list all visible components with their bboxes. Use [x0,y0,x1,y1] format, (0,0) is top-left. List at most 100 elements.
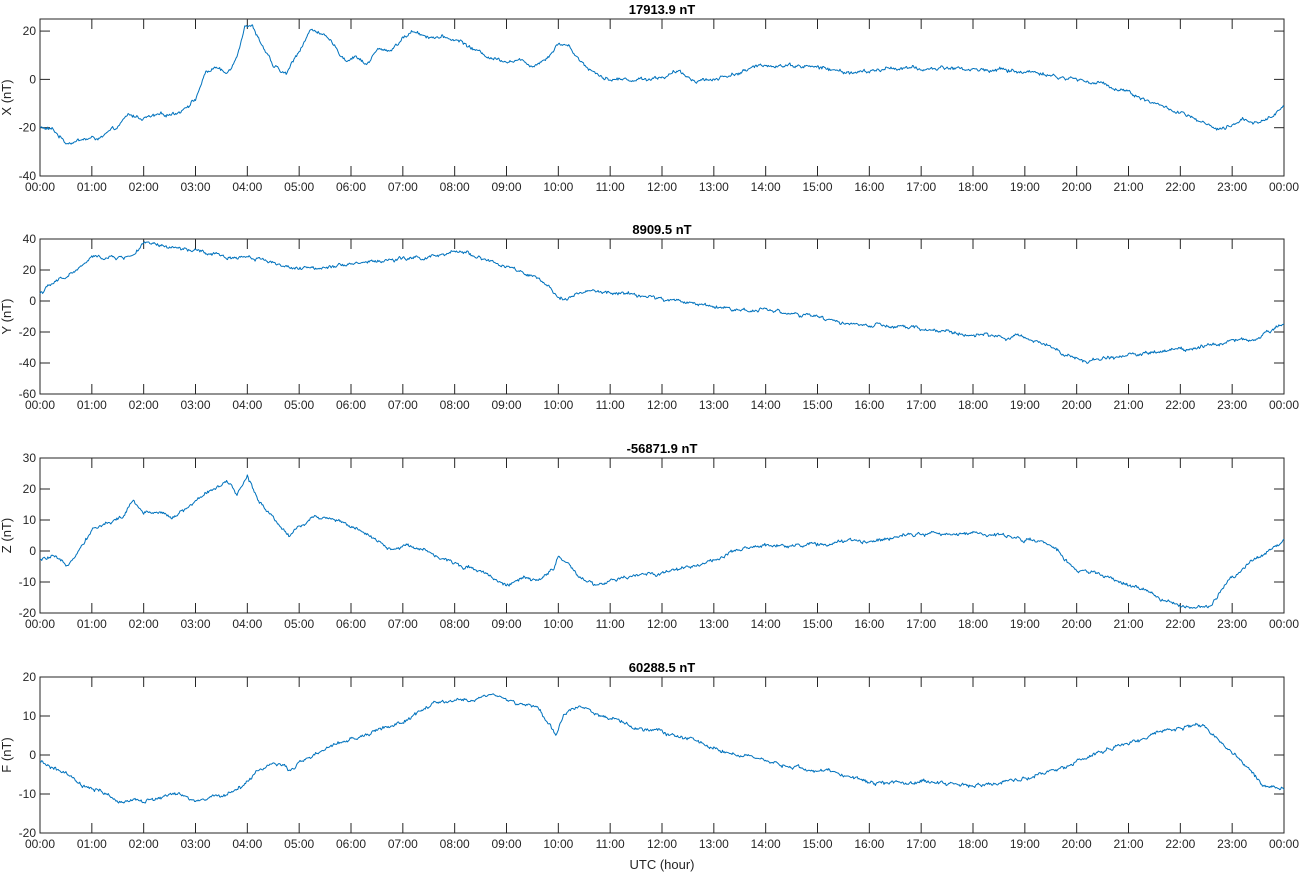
panel-4-xtick-label: 20:00 [1062,837,1092,851]
panel-1-xtick-label: 15:00 [802,180,832,194]
panel-4-xtick-label: 00:00 [1269,837,1299,851]
panel-1-xtick-label: 07:00 [388,180,418,194]
panel-2-ytick-label: 40 [23,232,37,246]
panel-1-xtick-label: 00:00 [25,180,55,194]
panel-4-xtick-label: 23:00 [1217,837,1247,851]
panel-2-xtick-label: 02:00 [129,398,159,412]
panel-2-xtick-label: 04:00 [232,398,262,412]
panel-2-xtick-label: 05:00 [284,398,314,412]
panel-1-series-X [39,24,1285,145]
panel-3-xtick-label: 00:00 [1269,617,1299,631]
panel-4-xtick-label: 04:00 [232,837,262,851]
panel-2-ytick-label: -20 [19,325,37,339]
panel-1-xtick-label: 08:00 [440,180,470,194]
panel-4-xtick-label: 07:00 [388,837,418,851]
panel-3-xtick-label: 21:00 [1113,617,1143,631]
panel-3-xtick-label: 11:00 [596,617,625,631]
panel-4-xtick-label: 11:00 [596,837,625,851]
panel-3-xtick-label: 12:00 [647,617,677,631]
panel-3-xtick-label: 19:00 [1010,617,1040,631]
panel-4-xlabel: UTC (hour) [629,857,694,872]
panel-4-ytick-label: 10 [23,709,37,723]
panel-2-xtick-label: 22:00 [1165,398,1195,412]
panel-2-axes-frame [39,238,1285,395]
panel-3-xtick-label: 15:00 [802,617,832,631]
panel-1-xtick-label: 04:00 [232,180,262,194]
panel-4-ytick-label: 0 [29,748,36,762]
panel-2-xtick-label: 12:00 [647,398,677,412]
panel-3-xtick-label: 13:00 [699,617,729,631]
panel-4-title: 60288.5 nT [629,660,696,675]
panel-4-xtick-label: 19:00 [1010,837,1040,851]
panel-2-xtick-label: 13:00 [699,398,729,412]
panel-3-xtick-label: 10:00 [543,617,573,631]
panel-4-xtick-label: 10:00 [543,837,573,851]
panel-2-xtick-label: 16:00 [854,398,884,412]
panel-1-xtick-label: 00:00 [1269,180,1299,194]
panel-2-xtick-label: 23:00 [1217,398,1247,412]
panel-2-xtick-label: 15:00 [802,398,832,412]
panel-1-xtick-label: 16:00 [854,180,884,194]
panel-2-xtick-label: 10:00 [543,398,573,412]
panel-3-title: -56871.9 nT [627,441,698,456]
panel-4-xtick-label: 02:00 [129,837,159,851]
panel-4-xtick-label: 17:00 [906,837,936,851]
panel-3-xtick-label: 17:00 [906,617,936,631]
panel-1-xtick-label: 21:00 [1113,180,1143,194]
panel-3-series-Z [39,474,1285,609]
panel-4-xtick-label: 03:00 [180,837,210,851]
panel-2-xtick-label: 08:00 [440,398,470,412]
panel-2-xtick-label: 14:00 [751,398,781,412]
panel-3-xtick-label: 03:00 [180,617,210,631]
panel-2-ytick-label: 20 [23,263,37,277]
panel-4-xtick-label: 13:00 [699,837,729,851]
panel-1-xtick-label: 18:00 [958,180,988,194]
panel-1-ytick-label: 0 [29,72,36,86]
panel-2-title: 8909.5 nT [632,222,691,237]
panel-3-xtick-label: 00:00 [25,617,55,631]
panel-2-ylabel: Y (nT) [0,299,14,335]
panel-2-xtick-label: 21:00 [1113,398,1143,412]
panel-1-xtick-label: 23:00 [1217,180,1247,194]
panel-2-xtick-label: 11:00 [596,398,625,412]
panel-4-ytick-label: 20 [23,670,37,684]
panel-4-xtick-label: 21:00 [1113,837,1143,851]
panel-3-xtick-label: 04:00 [232,617,262,631]
panel-3-xtick-label: 08:00 [440,617,470,631]
panel-4-xtick-label: 09:00 [491,837,521,851]
panel-1-xtick-label: 06:00 [336,180,366,194]
panel-2-ytick-label: -40 [19,356,37,370]
panel-3-xtick-label: 18:00 [958,617,988,631]
panel-1-xtick-label: 14:00 [751,180,781,194]
panel-1-xtick-label: 19:00 [1010,180,1040,194]
panel-3-ytick-label: -10 [19,575,37,589]
panel-1-xtick-label: 22:00 [1165,180,1195,194]
panel-3-xtick-label: 14:00 [751,617,781,631]
panel-4-ytick-label: -20 [19,826,37,840]
panel-1-ytick-label: -40 [19,169,37,183]
panel-3-axes-frame [39,457,1285,614]
panel-1-xtick-label: 05:00 [284,180,314,194]
panel-3-xtick-label: 05:00 [284,617,314,631]
panel-2-xtick-label: 07:00 [388,398,418,412]
panel-3-xtick-label: 16:00 [854,617,884,631]
panel-2-ytick-label: -60 [19,387,37,401]
panel-4-ylabel: F (nT) [0,737,14,772]
panel-4-xtick-label: 05:00 [284,837,314,851]
panel-3-xtick-label: 22:00 [1165,617,1195,631]
panel-1-ytick-label: -20 [19,121,37,135]
panel-3-xtick-label: 23:00 [1217,617,1247,631]
panel-1-xtick-label: 02:00 [129,180,159,194]
panel-2-xtick-label: 18:00 [958,398,988,412]
panel-3-ytick-label: -20 [19,606,37,620]
panel-2-xtick-label: 03:00 [180,398,210,412]
panel-4-xtick-label: 00:00 [25,837,55,851]
panel-1-xtick-label: 10:00 [543,180,573,194]
panel-4-xtick-label: 15:00 [802,837,832,851]
panel-2-xtick-label: 19:00 [1010,398,1040,412]
panel-1-xtick-label: 03:00 [180,180,210,194]
panel-1-xtick-label: 12:00 [647,180,677,194]
panel-4-xtick-label: 18:00 [958,837,988,851]
panel-2-xtick-label: 00:00 [25,398,55,412]
